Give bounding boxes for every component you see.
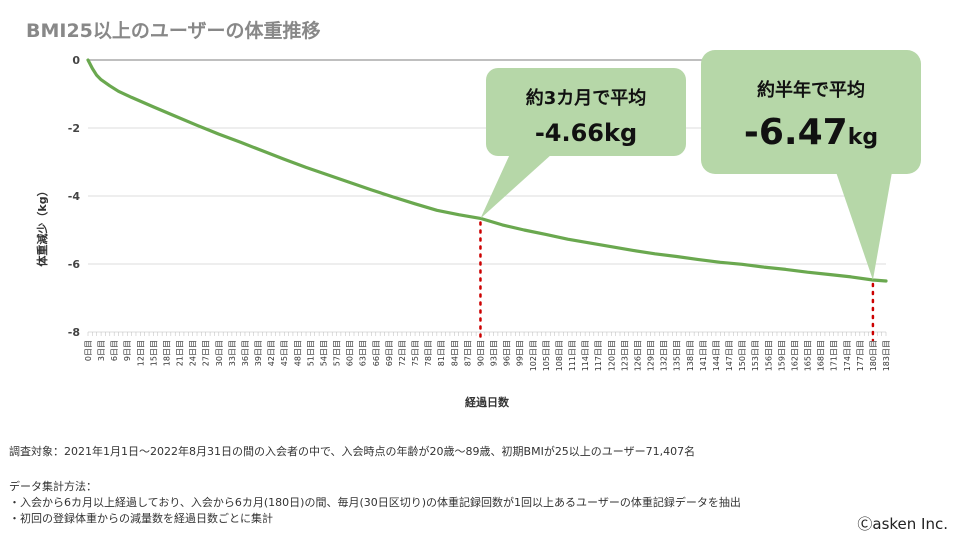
x-tick-label: 132日目 (660, 340, 669, 371)
y-tick-label: -8 (68, 326, 80, 339)
x-tick-label: 102日目 (529, 340, 538, 371)
callout-6month-line1: 約半年で平均 (757, 79, 865, 101)
x-tick-label: 138日目 (686, 340, 695, 371)
x-tick-label: 78日目 (424, 340, 433, 366)
x-tick-label: 60日目 (346, 340, 355, 366)
x-axis-label: 経過日数 (465, 395, 510, 409)
marker-layer (479, 221, 875, 342)
callout-6month-box (701, 50, 921, 174)
x-tick-label: 9日目 (123, 340, 132, 361)
x-tick-label: 120日目 (607, 340, 616, 371)
y-tick-label: 0 (72, 54, 80, 67)
x-tick-label: 18日目 (162, 340, 171, 366)
callout-layer: 約3カ月で平均 -4.66kg 約半年で平均 -6.47kg (480, 50, 921, 280)
x-tick-label: 27日目 (202, 340, 211, 366)
x-tick-label: 129日目 (647, 340, 656, 371)
x-tick-label: 159日目 (777, 340, 786, 371)
x-tick-label: 180日目 (869, 340, 878, 371)
x-tick-label: 162日目 (790, 340, 799, 371)
x-tick-label: 84日目 (450, 340, 459, 366)
x-tick-label: 75日目 (411, 340, 420, 366)
x-tick-label: 42日目 (267, 340, 276, 366)
y-tick-label: -4 (68, 190, 81, 203)
x-tick-label: 96日目 (503, 340, 512, 366)
survey-target-note: 調査対象：2021年1月1日～2022年8月31日の間の入会者の中で、入会時点の… (9, 445, 696, 458)
x-tick-label: 171日目 (830, 340, 839, 371)
x-tick-label: 141日目 (699, 340, 708, 371)
method-note-1: ・入会から6カ月以上経過しており、入会から6カ月(180日)の間、毎月(30日区… (9, 496, 741, 509)
x-tick-label: 111日目 (568, 340, 577, 371)
y-tick-labels: 0 -2 -4 -6 -8 (68, 54, 81, 339)
x-tick-label: 66日目 (372, 340, 381, 366)
x-tick-label: 123日目 (620, 340, 629, 371)
x-tick-label: 15日目 (149, 340, 158, 366)
x-tick-label: 54日目 (319, 340, 328, 366)
x-tick-label: 48日目 (293, 340, 302, 366)
x-tick-label: 57日目 (333, 340, 342, 366)
callout-6month-unit: kg (848, 125, 878, 150)
x-tick-label: 144日目 (712, 340, 721, 371)
x-tick-label: 156日目 (764, 340, 773, 371)
x-tick-label: 99日目 (516, 340, 525, 366)
x-tick-label: 105日目 (542, 340, 551, 371)
copyright-credit: Ⓒasken Inc. (857, 515, 948, 533)
chart-title: BMI25以上のユーザーの体重推移 (26, 20, 321, 42)
x-tick-label: 0日目 (84, 340, 93, 361)
x-tick-label: 30日目 (215, 340, 224, 366)
x-tick-label: 108日目 (555, 340, 564, 371)
x-tick-label: 24日目 (189, 340, 198, 366)
x-tick-label: 39日目 (254, 340, 263, 366)
method-title: データ集計方法： (9, 480, 97, 493)
x-tick-label: 81日目 (437, 340, 446, 366)
weight-chart: 0日目 3日目 6日目 9日目 12日目 15日目 18日目 21日目 24日目 27日目 30日目… (35, 50, 921, 409)
y-tick-label: -6 (68, 258, 81, 271)
callout-3month-line2: -4.66kg (535, 119, 637, 147)
series-line (86, 58, 888, 283)
x-tick-label: 117日目 (594, 340, 603, 371)
x-tick-label: 72日目 (398, 340, 407, 366)
x-tick-label: 33日目 (228, 340, 237, 366)
callout-3month-pointer (480, 154, 552, 219)
y-tick-label: -2 (68, 122, 80, 135)
x-tick-label: 153日目 (751, 340, 760, 371)
x-tick-label: 126日目 (633, 340, 642, 371)
x-tick-label: 114日目 (581, 340, 590, 371)
x-tick-label: 21日目 (176, 340, 185, 366)
x-tick-label: 45日目 (280, 340, 289, 366)
x-tick-label: 90日目 (476, 340, 485, 366)
x-tick-label: 6日目 (110, 340, 119, 361)
x-tick-label: 87日目 (463, 340, 472, 366)
callout-6month-line2: -6.47kg (744, 112, 878, 153)
x-tick-label: 177日目 (856, 340, 865, 371)
method-note-2: ・初回の登録体重からの減量数を経過日数ごとに集計 (9, 512, 273, 525)
x-tick-label: 63日目 (359, 340, 368, 366)
line-layer (86, 58, 888, 283)
x-tick-label: 174日目 (843, 340, 852, 371)
x-tick-label: 147日目 (725, 340, 734, 371)
x-tick-label: 183日目 (882, 340, 891, 371)
callout-6month-value: -6.47 (744, 112, 848, 153)
x-tick-label: 135日目 (673, 340, 682, 371)
y-axis-label: 体重減少（kg） (35, 185, 49, 266)
x-tick-label: 150日目 (738, 340, 747, 371)
x-tick-labels: 0日目 3日目 6日目 9日目 12日目 15日目 18日目 21日目 24日目 27日目 30日目… (84, 340, 891, 371)
x-tick-label: 36日目 (241, 340, 250, 366)
x-tick-label: 93日目 (490, 340, 499, 366)
x-tick-label: 69日目 (385, 340, 394, 366)
callout-3month-box (486, 68, 686, 156)
x-tick-label: 12日目 (136, 340, 145, 366)
callout-6month-pointer (836, 172, 892, 280)
x-tick-label: 168日目 (817, 340, 826, 371)
x-tick-label: 51日目 (306, 340, 315, 366)
x-tick-label: 3日目 (97, 340, 106, 361)
x-tick-label: 165日目 (804, 340, 813, 371)
callout-3month-line1: 約3カ月で平均 (526, 87, 647, 109)
